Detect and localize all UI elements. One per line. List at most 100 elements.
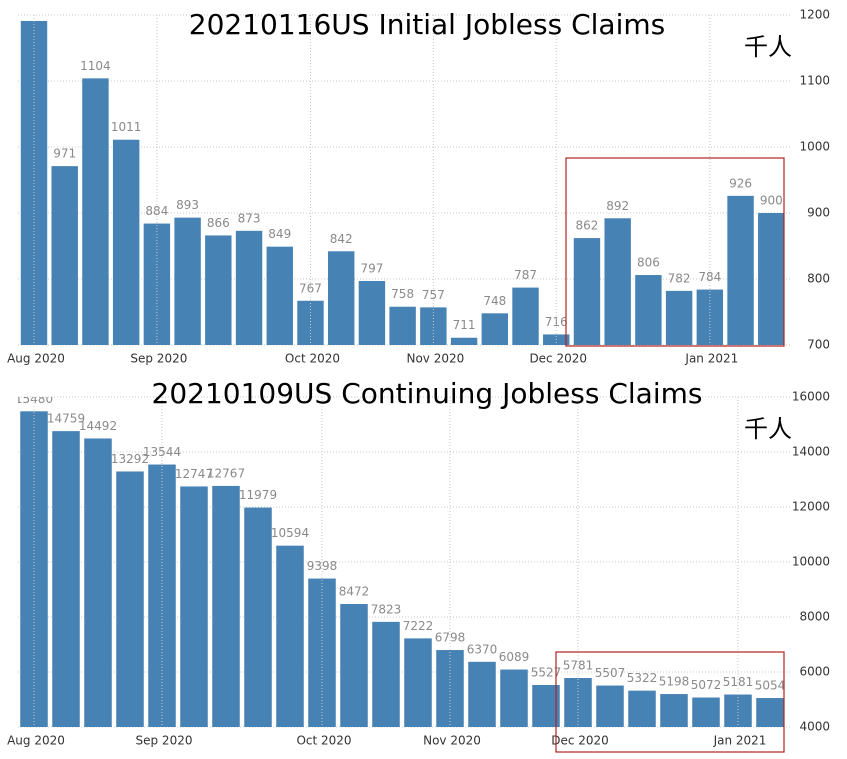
bar	[372, 621, 400, 727]
value-label: 971	[53, 147, 76, 161]
value-label: 15480	[15, 392, 53, 406]
chart-title: 20210116US Initial Jobless Claims	[189, 8, 665, 41]
x-tick-label: Sep 2020	[136, 734, 193, 748]
bar	[596, 685, 624, 727]
value-label: 12767	[207, 466, 245, 480]
value-label: 5781	[563, 659, 594, 673]
bar	[628, 690, 656, 727]
y-tick-label: 700	[807, 338, 830, 352]
bar	[604, 218, 631, 345]
value-label: 7222	[403, 619, 434, 633]
bar	[358, 280, 386, 345]
bar	[180, 486, 208, 727]
bar	[297, 300, 324, 345]
value-label: 748	[483, 294, 506, 308]
x-tick-label: Nov 2020	[406, 352, 464, 366]
value-label: 12747	[175, 467, 213, 481]
y-tick-label: 12000	[792, 500, 830, 514]
bar	[660, 694, 688, 727]
bar	[512, 287, 539, 345]
y-tick-label: 4000	[799, 720, 830, 734]
x-tick-label: Dec 2020	[529, 352, 587, 366]
value-label: 5507	[595, 666, 626, 680]
y-tick-label: 800	[807, 272, 830, 286]
x-tick-label: Oct 2020	[296, 734, 351, 748]
bar	[450, 337, 478, 345]
value-label: 1104	[80, 59, 111, 73]
bar	[500, 669, 528, 727]
bar	[756, 698, 784, 727]
value-label: 1191	[19, 1, 50, 15]
bar	[389, 306, 416, 345]
bar	[481, 313, 509, 345]
value-label: 758	[391, 287, 414, 301]
value-label: 866	[207, 216, 230, 230]
highlight-box	[565, 157, 785, 347]
bar	[573, 238, 601, 345]
bar	[20, 20, 48, 345]
value-label: 806	[637, 256, 660, 270]
value-label: 873	[238, 211, 261, 225]
x-tick-label: Nov 2020	[423, 734, 481, 748]
value-label: 14492	[79, 419, 117, 433]
value-label: 711	[453, 318, 476, 332]
value-label: 10594	[271, 526, 309, 540]
bar	[532, 685, 560, 727]
chart: 700 800 900 1000 1100 1200 1191 971 1104 1011 884 8…	[7, 1, 830, 366]
value-label: 13544	[143, 445, 181, 459]
chart: 4000 6000 8000 10000 12000 14000 16000 15480 147…	[7, 377, 830, 753]
y-tick-label: 900	[807, 206, 830, 220]
bar	[692, 697, 720, 727]
value-label: 5072	[691, 678, 722, 692]
value-label: 13292	[111, 452, 149, 466]
highlight-box	[555, 651, 785, 753]
unit-label: 千人	[744, 415, 792, 443]
unit-label: 千人	[744, 33, 792, 61]
bar	[468, 661, 496, 727]
value-label: 5527	[531, 666, 562, 680]
bar	[116, 471, 144, 727]
x-tick-label: Jan 2021	[684, 352, 738, 366]
bar	[212, 485, 240, 727]
x-tick-label: Jan 2021	[713, 734, 767, 748]
x-tick-label: Sep 2020	[130, 352, 187, 366]
value-label: 6089	[499, 650, 530, 664]
bar	[724, 694, 752, 727]
bar	[143, 223, 171, 345]
value-label: 842	[330, 232, 353, 246]
value-label: 5054	[755, 679, 786, 693]
y-tick-label: 1000	[799, 140, 830, 154]
value-label: 6370	[467, 642, 498, 656]
bar	[84, 438, 112, 727]
x-tick-label: Dec 2020	[551, 734, 609, 748]
bar	[244, 507, 272, 727]
value-label: 893	[176, 198, 199, 212]
value-label: 5322	[627, 671, 658, 685]
bar	[404, 638, 432, 727]
value-label: 884	[145, 204, 168, 218]
value-label: 892	[606, 199, 629, 213]
y-tick-label: 10000	[792, 555, 830, 569]
y-tick-label: 8000	[799, 610, 830, 624]
value-label: 784	[698, 270, 721, 284]
value-label: 14759	[47, 412, 85, 426]
bar	[52, 431, 80, 727]
bar	[327, 251, 355, 345]
value-label: 900	[760, 194, 783, 208]
value-label: 11979	[239, 488, 277, 502]
y-tick-label: 6000	[799, 665, 830, 679]
bar	[205, 235, 232, 345]
bar	[266, 246, 293, 345]
x-tick-label: Oct 2020	[285, 352, 340, 366]
bar	[635, 275, 662, 345]
value-label: 787	[514, 268, 537, 282]
value-label: 797	[360, 261, 383, 275]
bar	[82, 78, 109, 346]
x-tick-label: Aug 2020	[7, 352, 65, 366]
value-label: 1011	[111, 120, 142, 134]
value-label: 926	[729, 176, 752, 190]
bar	[665, 290, 693, 345]
value-label: 7823	[371, 602, 402, 616]
